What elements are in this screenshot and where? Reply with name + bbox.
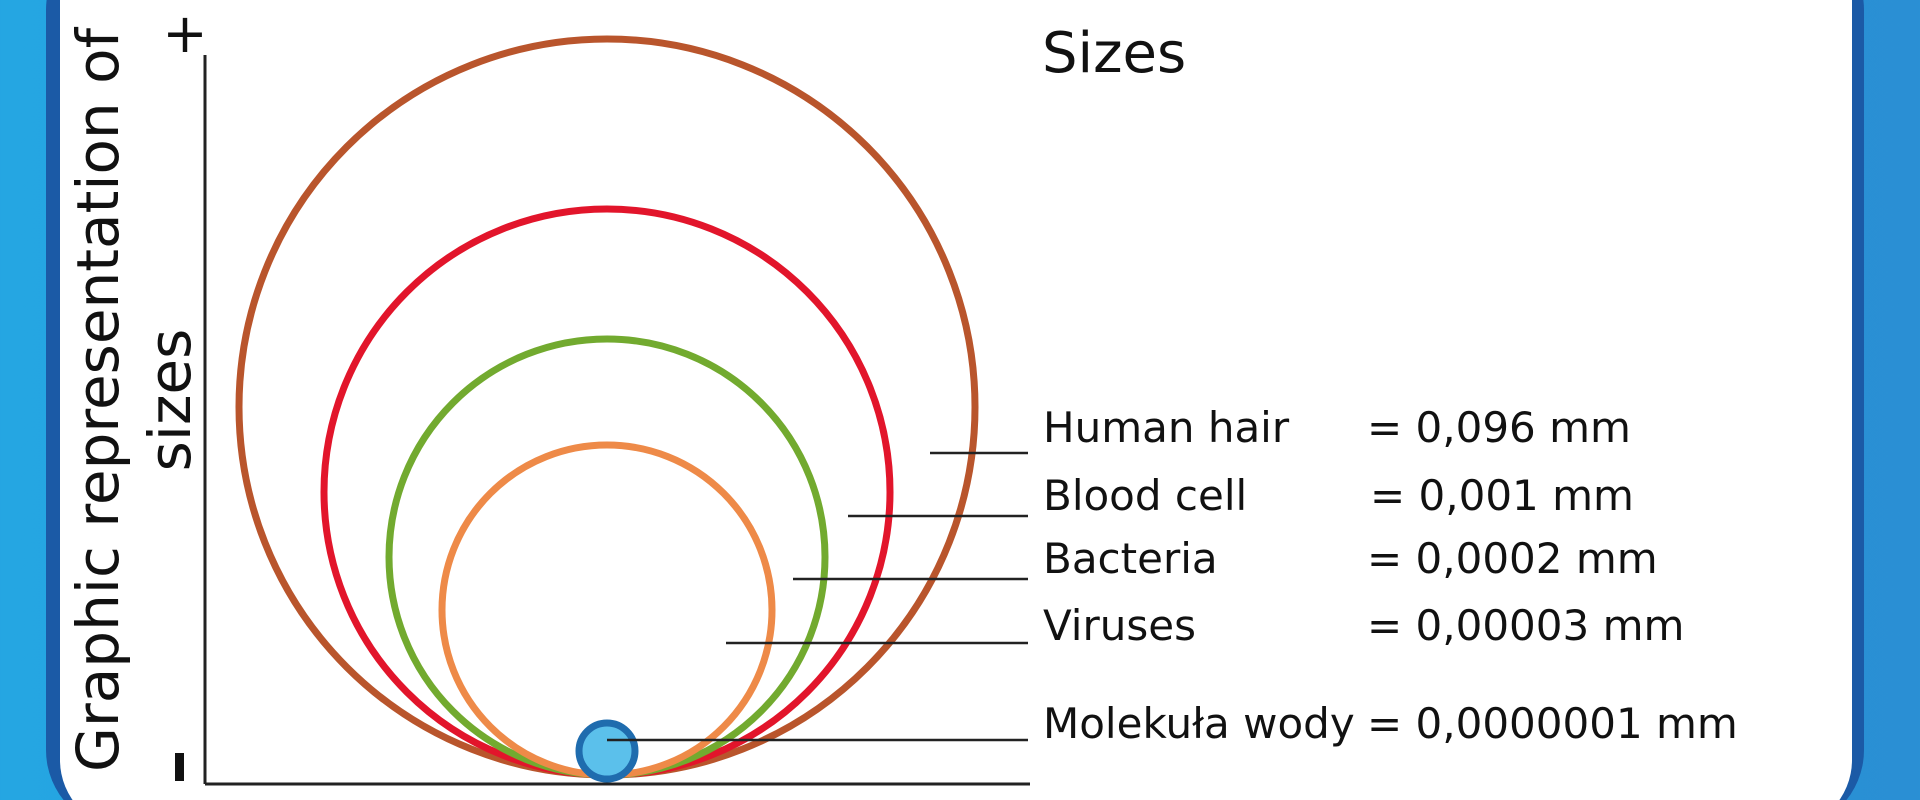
viruses-label: Viruses xyxy=(1043,601,1196,650)
human-hair-circle xyxy=(235,35,979,779)
viruses-value: = 0,00003 mm xyxy=(1367,601,1684,650)
axis-label-line1: Graphic representation of xyxy=(64,26,132,772)
water-molecule-label: Molekuła wody xyxy=(1043,699,1355,748)
bacteria-label: Bacteria xyxy=(1043,534,1218,583)
human-hair-value: = 0,096 mm xyxy=(1367,403,1631,452)
diagram-title: Sizes xyxy=(1042,21,1186,86)
axis-bottom-marker xyxy=(175,753,184,781)
bacteria-value: = 0,0002 mm xyxy=(1367,534,1658,583)
water-molecule-value: = 0,0000001 mm xyxy=(1367,699,1738,748)
water-molecule-circle xyxy=(575,719,639,783)
blood-cell-label: Blood cell xyxy=(1043,471,1247,520)
human-hair-label: Human hair xyxy=(1043,403,1290,452)
axis-label-line2: sizes xyxy=(136,329,204,472)
blood-cell-circle xyxy=(320,205,894,779)
axis-top-marker: + xyxy=(162,2,207,65)
blood-cell-value: = 0,001 mm xyxy=(1370,471,1634,520)
